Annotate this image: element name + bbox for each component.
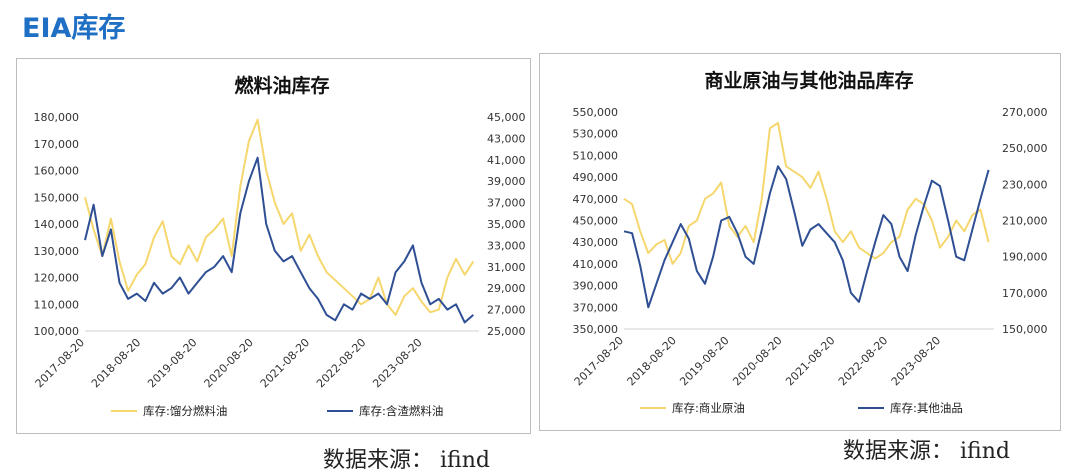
y-left-tick-label: 550,000 xyxy=(573,106,619,119)
y-right-tick-label: 270,000 xyxy=(1002,106,1048,119)
x-tick-label: 2017-08-20 xyxy=(33,336,87,390)
y-right-tick-label: 150,000 xyxy=(1002,323,1048,336)
y-right-tick-label: 210,000 xyxy=(1002,215,1048,228)
series-line-1 xyxy=(84,118,475,316)
y-left-tick-label: 530,000 xyxy=(573,128,619,141)
legend-label-1: 库存:商业原油 xyxy=(672,401,745,415)
x-tick-label: 2021-08-20 xyxy=(783,334,837,388)
y-right-tick-label: 190,000 xyxy=(1002,251,1048,264)
y-right-tick-label: 230,000 xyxy=(1002,178,1048,191)
legend-label-2: 库存:其他油品 xyxy=(890,401,963,415)
crude-other-chart-panel: 商业原油与其他油品库存 350,000 370,000 390,000 410,000 4… xyxy=(539,53,1061,431)
y-left-tick-label: 410,000 xyxy=(573,258,619,271)
y-left-tick-label: 390,000 xyxy=(573,280,619,293)
y-right-tick-label: 31,000 xyxy=(487,261,526,274)
y-right-tick-label: 27,000 xyxy=(487,304,526,317)
y-left-tick-label: 470,000 xyxy=(573,193,619,206)
y-left-tick-label: 350,000 xyxy=(573,323,619,336)
fuel-oil-chart: 燃料油库存 100,000 110,000 120,000 130,000 140,000… xyxy=(33,74,526,418)
chart-title: 燃料油库存 xyxy=(234,74,329,97)
series-line-2 xyxy=(84,156,474,324)
source-note-left: 数据来源： ifind xyxy=(323,448,490,473)
x-tick-label: 2020-08-20 xyxy=(202,336,256,390)
y-left-tick-label: 140,000 xyxy=(34,218,80,231)
x-tick-label: 2022-08-20 xyxy=(314,336,368,390)
series-line-1 xyxy=(623,121,990,265)
y-left-tick-label: 180,000 xyxy=(34,111,80,124)
x-tick-label: 2022-08-20 xyxy=(836,334,890,388)
y-right-tick-label: 29,000 xyxy=(487,282,526,295)
x-tick-label: 2019-08-20 xyxy=(677,334,731,388)
y-left-tick-label: 170,000 xyxy=(34,138,80,151)
y-left-tick-label: 130,000 xyxy=(34,245,80,258)
x-tick-label: 2021-08-20 xyxy=(258,336,312,390)
y-left-tick-label: 430,000 xyxy=(573,236,619,249)
series-line-2 xyxy=(623,165,990,309)
y-left-tick-label: 160,000 xyxy=(34,165,80,178)
y-right-tick-label: 37,000 xyxy=(487,197,526,210)
y-right-tick-label: 39,000 xyxy=(487,175,526,188)
y-right-tick-label: 170,000 xyxy=(1002,287,1048,300)
x-tick-label: 2018-08-20 xyxy=(89,336,143,390)
y-left-tick-label: 490,000 xyxy=(573,171,619,184)
x-tick-label: 2020-08-20 xyxy=(730,334,784,388)
x-tick-label: 2023-08-20 xyxy=(370,336,424,390)
y-right-tick-label: 250,000 xyxy=(1002,142,1048,155)
x-tick-label: 2017-08-20 xyxy=(572,334,626,388)
x-tick-label: 2019-08-20 xyxy=(145,336,199,390)
y-left-tick-label: 110,000 xyxy=(34,298,80,311)
page-title: EIA库存 xyxy=(22,13,126,44)
legend-label-2: 库存:含渣燃料油 xyxy=(359,404,443,418)
x-tick-label: 2023-08-20 xyxy=(889,334,943,388)
y-right-tick-label: 33,000 xyxy=(487,239,526,252)
y-left-tick-label: 510,000 xyxy=(573,149,619,162)
crude-other-chart: 商业原油与其他油品库存 350,000 370,000 390,000 410,000 4… xyxy=(572,69,1048,415)
y-left-tick-label: 150,000 xyxy=(34,191,80,204)
x-tick-label: 2018-08-20 xyxy=(625,334,679,388)
y-left-tick-label: 100,000 xyxy=(34,325,80,338)
y-right-tick-label: 45,000 xyxy=(487,111,526,124)
y-right-tick-label: 25,000 xyxy=(487,325,526,338)
legend-label-1: 库存:馏分燃料油 xyxy=(143,404,227,418)
source-note-right: 数据来源： ifind xyxy=(843,439,1010,464)
fuel-oil-chart-panel: 燃料油库存 100,000 110,000 120,000 130,000 140,000… xyxy=(16,58,531,434)
y-left-tick-label: 450,000 xyxy=(573,215,619,228)
y-right-tick-label: 41,000 xyxy=(487,154,526,167)
y-left-tick-label: 370,000 xyxy=(573,301,619,314)
y-left-tick-label: 120,000 xyxy=(34,272,80,285)
y-right-tick-label: 43,000 xyxy=(487,132,526,145)
chart-title: 商业原油与其他油品库存 xyxy=(704,69,913,92)
y-right-tick-label: 35,000 xyxy=(487,218,526,231)
